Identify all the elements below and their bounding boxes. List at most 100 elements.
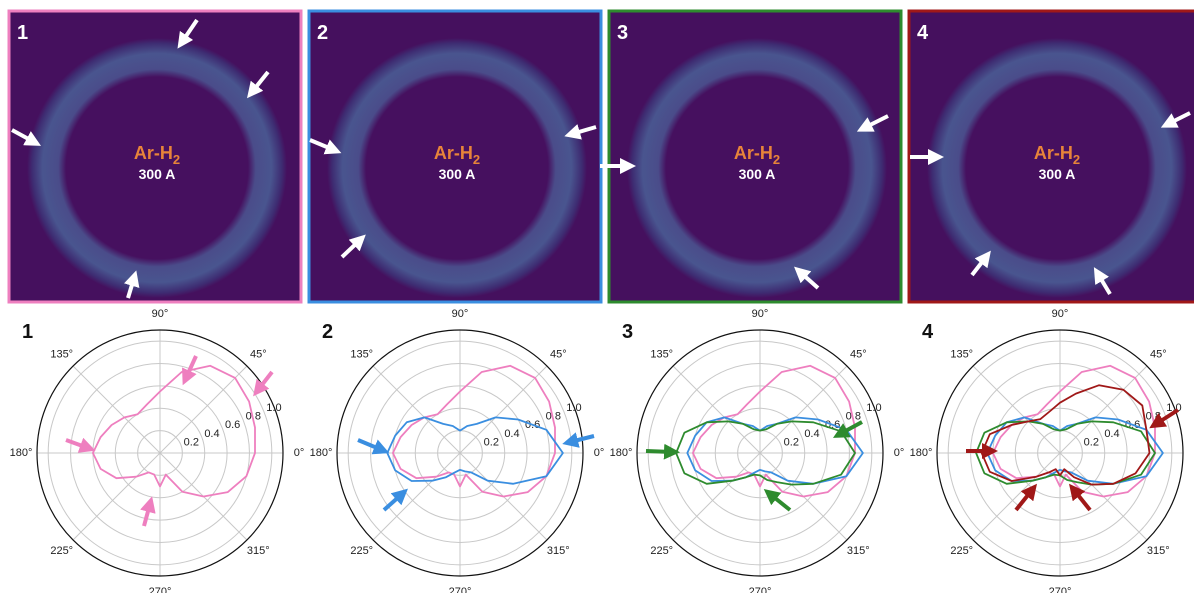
gas-label: Ar-H2 bbox=[734, 143, 780, 167]
arrow bbox=[124, 270, 140, 299]
theta-tick-label: 135° bbox=[650, 349, 673, 361]
r-tick-label: 0.2 bbox=[784, 436, 799, 448]
arrow bbox=[309, 138, 342, 155]
theta-tick-label: 45° bbox=[250, 349, 267, 361]
gas-subscript: 2 bbox=[473, 152, 480, 167]
outer-circle bbox=[936, 329, 1184, 577]
panel-number: 4 bbox=[922, 321, 934, 343]
theta-tick-label: 45° bbox=[1150, 349, 1167, 361]
theta-tick-label: 0° bbox=[294, 447, 305, 459]
arrow bbox=[832, 420, 863, 438]
r-tick-label: 1.0 bbox=[566, 402, 581, 414]
theta-tick-label: 225° bbox=[350, 545, 373, 557]
arrow bbox=[564, 124, 597, 140]
panel-number: 2 bbox=[322, 321, 333, 343]
grid-spoke bbox=[1059, 365, 1148, 454]
grid-spoke bbox=[372, 365, 461, 454]
panel-number: 3 bbox=[617, 22, 628, 44]
panel-number: 2 bbox=[317, 22, 328, 44]
theta-tick-label: 180° bbox=[310, 447, 333, 459]
theta-tick-label: 0° bbox=[594, 447, 605, 459]
theta-tick-label: 225° bbox=[50, 545, 73, 557]
annotation-arrows bbox=[11, 18, 1191, 527]
theta-tick-label: 90° bbox=[152, 308, 169, 320]
arrow bbox=[182, 355, 198, 386]
gas: Ar-H bbox=[134, 143, 173, 163]
arrow bbox=[11, 128, 42, 146]
r-tick-label: 0.2 bbox=[484, 436, 499, 448]
arrow bbox=[562, 432, 595, 448]
arrow bbox=[65, 437, 96, 453]
theta-tick-label: 315° bbox=[547, 545, 570, 557]
gas-label: Ar-H2 bbox=[134, 143, 180, 167]
theta-tick-label: 270° bbox=[449, 586, 472, 593]
arrow bbox=[247, 70, 270, 99]
polar-chart: 30°45°90°135°180°225°270°315°0.20.40.60.… bbox=[610, 308, 905, 593]
grid-spoke bbox=[72, 365, 161, 454]
ring bbox=[627, 38, 887, 298]
arrow bbox=[177, 18, 199, 49]
outer-circle bbox=[636, 329, 884, 577]
gas: Ar-H bbox=[1034, 143, 1073, 163]
theta-tick-label: 270° bbox=[749, 586, 772, 593]
theta-tick-label: 315° bbox=[847, 545, 870, 557]
arrow bbox=[970, 250, 991, 277]
arrow bbox=[1160, 111, 1191, 128]
outer-circle bbox=[336, 329, 584, 577]
arrow bbox=[1093, 267, 1112, 296]
current-label: 300 A bbox=[1039, 166, 1076, 182]
theta-tick-label: 315° bbox=[1147, 545, 1170, 557]
arrow bbox=[1069, 483, 1092, 512]
theta-tick-label: 225° bbox=[650, 545, 673, 557]
arrow bbox=[382, 488, 408, 512]
series-line bbox=[92, 364, 256, 498]
current-label: 300 A bbox=[139, 166, 176, 182]
polar-chart: 20°45°90°135°180°225°270°315°0.20.40.60.… bbox=[310, 308, 605, 593]
gas: Ar-H bbox=[434, 143, 473, 163]
r-tick-label: 0.6 bbox=[225, 419, 240, 431]
theta-tick-label: 180° bbox=[910, 447, 933, 459]
gas-subscript: 2 bbox=[1073, 152, 1080, 167]
theta-tick-label: 45° bbox=[550, 349, 567, 361]
polar-chart: 40°45°90°135°180°225°270°315°0.20.40.60.… bbox=[910, 308, 1194, 593]
panel-number: 3 bbox=[622, 321, 633, 343]
r-tick-label: 1.0 bbox=[266, 402, 281, 414]
arrow bbox=[645, 443, 680, 460]
polar-chart: 10°45°90°135°180°225°270°315°0.20.40.60.… bbox=[10, 308, 305, 593]
arrow bbox=[1014, 483, 1037, 512]
theta-tick-label: 225° bbox=[950, 545, 973, 557]
theta-tick-label: 90° bbox=[1052, 308, 1069, 320]
arrow bbox=[253, 370, 274, 397]
grid-spoke bbox=[372, 452, 461, 541]
series-line bbox=[692, 364, 856, 498]
theta-tick-label: 315° bbox=[247, 545, 270, 557]
r-tick-label: 0.4 bbox=[504, 428, 519, 440]
arrow bbox=[1149, 408, 1180, 429]
theta-tick-label: 90° bbox=[752, 308, 769, 320]
theta-tick-label: 180° bbox=[10, 447, 33, 459]
arrow bbox=[357, 438, 390, 455]
ring bbox=[327, 38, 587, 298]
theta-tick-label: 270° bbox=[1049, 586, 1072, 593]
outer-circle bbox=[36, 329, 284, 577]
ring bbox=[927, 38, 1187, 298]
arrow bbox=[340, 234, 366, 259]
r-tick-label: 0.4 bbox=[804, 428, 819, 440]
r-tick-label: 0.4 bbox=[1104, 428, 1119, 440]
theta-tick-label: 90° bbox=[452, 308, 469, 320]
theta-tick-label: 135° bbox=[350, 349, 373, 361]
grid-spoke bbox=[72, 452, 161, 541]
grid-spoke bbox=[159, 365, 248, 454]
gas-label: Ar-H2 bbox=[1034, 143, 1080, 167]
theta-tick-label: 135° bbox=[950, 349, 973, 361]
panel-number: 1 bbox=[22, 321, 33, 343]
grid-spoke bbox=[972, 365, 1061, 454]
grid-spoke bbox=[459, 365, 548, 454]
arrow bbox=[794, 266, 820, 290]
gas: Ar-H bbox=[734, 143, 773, 163]
theta-tick-label: 180° bbox=[610, 447, 633, 459]
